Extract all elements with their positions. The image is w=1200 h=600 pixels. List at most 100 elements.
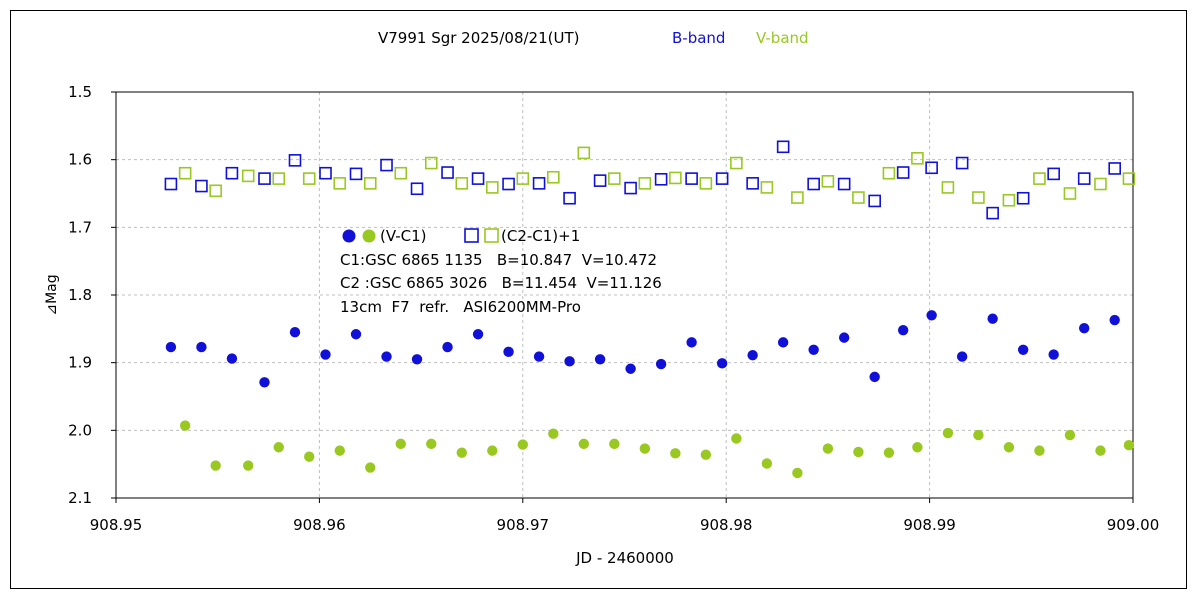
data-point-v-vc1 xyxy=(1123,440,1135,451)
data-point-v-vc1 xyxy=(731,433,742,444)
data-point-b-c2c1 xyxy=(380,158,393,172)
data-point-b-vc1 xyxy=(1078,322,1090,334)
x-axis-label: JD - 2460000 xyxy=(575,549,674,567)
data-point-b-vc1 xyxy=(926,310,937,321)
data-point-v-vc1 xyxy=(761,458,773,469)
data-point-b-c2c1 xyxy=(837,177,851,191)
data-point-v-vc1 xyxy=(243,460,254,471)
data-point-b-c2c1 xyxy=(593,174,607,187)
data-point-v-c2c1 xyxy=(394,166,408,180)
data-point-v-c2c1 xyxy=(241,169,255,183)
x-tick-label: 908.95 xyxy=(90,516,143,534)
data-point-v-c2c1 xyxy=(1094,177,1107,191)
data-point-b-c2c1 xyxy=(955,156,969,170)
data-point-v-c2c1 xyxy=(608,172,621,185)
y-tick-label: 1.8 xyxy=(68,286,92,304)
data-point-b-vc1 xyxy=(533,351,545,362)
data-point-v-vc1 xyxy=(792,467,803,479)
data-point-v-c2c1 xyxy=(882,166,896,180)
data-point-v-c2c1 xyxy=(791,191,804,204)
data-point-v-c2c1 xyxy=(1033,172,1046,185)
legend-marker-v-circle xyxy=(362,229,376,243)
data-point-v-c2c1 xyxy=(1063,187,1077,200)
legend-marker-b-square xyxy=(464,228,479,243)
data-point-v-vc1 xyxy=(1064,429,1076,441)
data-point-b-c2c1 xyxy=(715,172,729,185)
data-point-b-c2c1 xyxy=(225,166,239,180)
data-point-b-c2c1 xyxy=(195,179,208,193)
data-point-b-c2c1 xyxy=(624,181,637,195)
data-point-v-c2c1 xyxy=(941,181,955,194)
data-point-b-c2c1 xyxy=(654,172,668,186)
data-point-v-c2c1 xyxy=(178,166,192,180)
data-point-b-c2c1 xyxy=(1077,172,1091,185)
data-point-b-vc1 xyxy=(956,351,968,362)
data-points xyxy=(164,140,1136,479)
data-point-b-c2c1 xyxy=(1016,191,1030,205)
data-point-v-c2c1 xyxy=(821,175,835,188)
data-point-v-vc1 xyxy=(304,451,315,462)
data-point-b-c2c1 xyxy=(563,191,576,205)
data-point-b-vc1 xyxy=(411,354,423,365)
data-point-v-vc1 xyxy=(1095,445,1106,456)
title-b-band: B-band xyxy=(672,29,725,47)
y-tick-label: 1.7 xyxy=(68,218,92,236)
data-point-b-c2c1 xyxy=(441,166,454,179)
data-point-v-vc1 xyxy=(942,427,954,439)
data-point-b-vc1 xyxy=(987,313,998,324)
legend: (V-C1) (C2-C1)+1 C1:GSC 6865 1135 B=10.8… xyxy=(340,227,662,316)
data-point-b-vc1 xyxy=(625,363,636,374)
data-point-v-vc1 xyxy=(883,447,895,458)
data-point-b-c2c1 xyxy=(258,172,271,185)
data-point-v-vc1 xyxy=(1003,442,1015,453)
data-point-b-vc1 xyxy=(747,350,758,361)
data-point-v-vc1 xyxy=(973,429,984,441)
data-point-b-c2c1 xyxy=(925,161,938,175)
data-point-b-vc1 xyxy=(869,371,880,383)
legend-item-c2-c1: (C2-C1)+1 xyxy=(501,227,580,245)
data-point-v-vc1 xyxy=(639,443,651,454)
x-tick-label: 908.96 xyxy=(293,516,346,534)
legend-c1-info: C1:GSC 6865 1135 B=10.847 V=10.472 xyxy=(340,251,657,269)
x-tick-label: 909.00 xyxy=(1107,516,1160,534)
data-point-v-vc1 xyxy=(334,445,345,456)
data-point-b-vc1 xyxy=(655,358,667,370)
y-tick-label: 1.6 xyxy=(68,151,92,169)
data-point-v-c2c1 xyxy=(911,152,924,165)
title-main: V7991 Sgr 2025/08/21(UT) xyxy=(378,29,579,47)
data-point-v-c2c1 xyxy=(455,177,469,190)
x-axis: 908.95 908.96 908.97 908.98 908.99 909.00 xyxy=(90,498,1160,534)
data-point-b-vc1 xyxy=(1017,344,1029,356)
data-point-b-vc1 xyxy=(686,337,697,348)
legend-c2-info: C2 :GSC 6865 3026 B=11.454 V=11.126 xyxy=(340,274,662,292)
data-point-b-c2c1 xyxy=(164,177,178,191)
data-point-b-c2c1 xyxy=(471,172,485,185)
data-point-b-vc1 xyxy=(259,377,270,388)
data-point-b-c2c1 xyxy=(986,206,999,220)
data-point-b-c2c1 xyxy=(288,154,302,167)
data-point-v-c2c1 xyxy=(272,172,286,185)
data-point-v-vc1 xyxy=(210,460,221,471)
data-point-b-c2c1 xyxy=(868,194,881,208)
data-point-v-c2c1 xyxy=(363,177,377,190)
x-tick-label: 908.99 xyxy=(903,516,956,534)
data-point-v-c2c1 xyxy=(547,170,560,184)
data-point-b-c2c1 xyxy=(532,177,546,190)
data-point-b-vc1 xyxy=(350,329,362,340)
data-point-v-vc1 xyxy=(487,445,498,456)
y-axis: 1.5 1.6 1.7 1.8 1.9 2.0 2.1 xyxy=(68,83,116,507)
data-point-v-vc1 xyxy=(273,442,284,453)
data-point-v-c2c1 xyxy=(852,191,865,204)
data-point-v-c2c1 xyxy=(760,181,774,194)
data-point-b-vc1 xyxy=(289,327,301,338)
data-point-b-c2c1 xyxy=(746,177,759,190)
y-tick-label: 1.5 xyxy=(68,83,92,101)
data-point-b-vc1 xyxy=(838,332,850,343)
data-point-v-c2c1 xyxy=(972,191,985,204)
data-point-v-vc1 xyxy=(456,447,467,458)
data-point-v-c2c1 xyxy=(209,184,222,198)
data-point-b-vc1 xyxy=(503,346,514,358)
data-point-v-c2c1 xyxy=(1002,193,1016,207)
data-point-v-vc1 xyxy=(700,449,712,460)
